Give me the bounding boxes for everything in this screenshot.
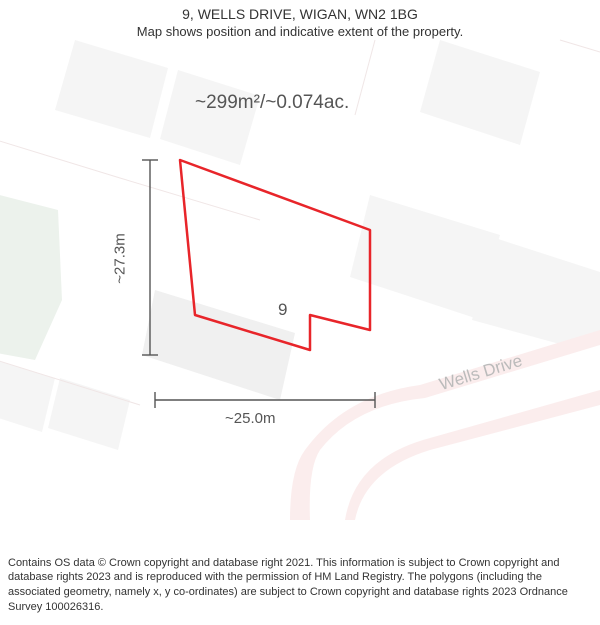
page-subtitle: Map shows position and indicative extent… (0, 24, 600, 39)
page-title: 9, WELLS DRIVE, WIGAN, WN2 1BG (0, 6, 600, 22)
map-svg (0, 0, 600, 525)
header: 9, WELLS DRIVE, WIGAN, WN2 1BG Map shows… (0, 0, 600, 39)
height-measurement: ~27.3m (112, 233, 129, 283)
area-measurement: ~299m²/~0.074ac. (195, 92, 349, 114)
width-measurement: ~25.0m (225, 410, 275, 427)
copyright-footer: Contains OS data © Crown copyright and d… (0, 550, 600, 625)
plot-number: 9 (278, 300, 287, 320)
map-area: ~299m²/~0.074ac. ~27.3m ~25.0m 9 Wells D… (0, 0, 600, 525)
